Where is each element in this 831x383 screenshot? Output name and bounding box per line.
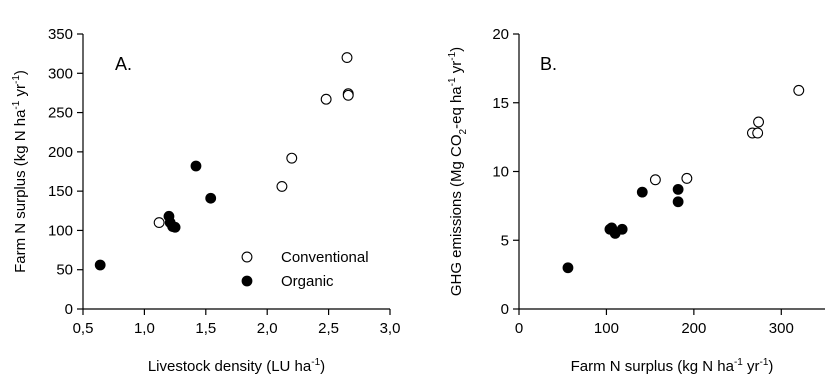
organic-point	[205, 192, 217, 204]
conventional-point	[286, 152, 298, 164]
y-tick-label: 200	[48, 144, 73, 161]
x-axis-label: Livestock density (LU ha-1)	[148, 357, 325, 375]
y-tick-label: 150	[48, 183, 73, 200]
legend-label-organic: Organic	[281, 273, 334, 290]
panel-label: A.	[115, 54, 132, 74]
conventional-point	[153, 217, 165, 229]
legend-marker-conventional	[241, 251, 253, 263]
x-tick-label: 2,0	[257, 320, 278, 337]
conventional-point	[752, 127, 764, 139]
organic-point	[562, 262, 574, 274]
x-tick-label: 3,0	[380, 320, 401, 337]
y-tick-label: 100	[48, 222, 73, 239]
x-axis-label: Farm N surplus (kg N ha-1 yr-1)	[571, 357, 774, 375]
x-tick-label: 300	[769, 320, 794, 337]
y-axis-label: GHG emissions (Mg CO2-eq ha-1 yr-1)	[447, 47, 469, 296]
conventional-point	[649, 174, 661, 186]
organic-point	[190, 160, 202, 172]
y-tick-label: 50	[56, 262, 73, 279]
chart-panel-2: 0 100 200 300 0 5 10 15 20 B. Farm N surplus (kg N…	[447, 26, 825, 375]
y-tick-label: 350	[48, 26, 73, 43]
organic-point	[169, 221, 181, 233]
x-tick-label: 2,5	[318, 320, 339, 337]
y-axis-label: Farm N surplus (kg N ha-1 yr-1)	[11, 70, 29, 273]
legend-marker-organic	[241, 275, 253, 287]
conventional-point	[276, 180, 288, 192]
organic-point	[672, 183, 684, 195]
legend-label-conventional: Conventional	[281, 249, 369, 266]
x-tick-label: 0	[515, 320, 523, 337]
y-tick-label: 300	[48, 65, 73, 82]
y-tick-label: 10	[492, 164, 509, 181]
y-tick-label: 15	[492, 95, 509, 112]
y-tick-label: 0	[501, 301, 509, 318]
organic-point	[94, 259, 106, 271]
conventional-point	[320, 93, 332, 105]
organic-point	[636, 186, 648, 198]
y-tick-label: 20	[492, 26, 509, 43]
y-tick-label: 5	[501, 232, 509, 249]
x-tick-label: 1,0	[134, 320, 155, 337]
chart-panel-1: 0,5 1,0 1,5 2,0 2,5 3,0 0 50 100 150 200 250 300 350 A…	[11, 26, 400, 375]
conventional-point	[753, 116, 765, 128]
legend: Conventional Organic	[241, 249, 369, 290]
conventional-point	[793, 84, 805, 96]
organic-point	[616, 223, 628, 235]
conventional-point	[341, 52, 353, 64]
y-tick-label: 0	[65, 301, 73, 318]
x-tick-label: 100	[594, 320, 619, 337]
x-tick-label: 1,5	[195, 320, 216, 337]
panel-label: B.	[540, 54, 557, 74]
conventional-point	[681, 172, 693, 184]
y-tick-label: 250	[48, 105, 73, 122]
conventional-point	[342, 89, 354, 101]
x-tick-label: 0,5	[73, 320, 94, 337]
x-tick-label: 200	[681, 320, 706, 337]
organic-point	[672, 196, 684, 208]
